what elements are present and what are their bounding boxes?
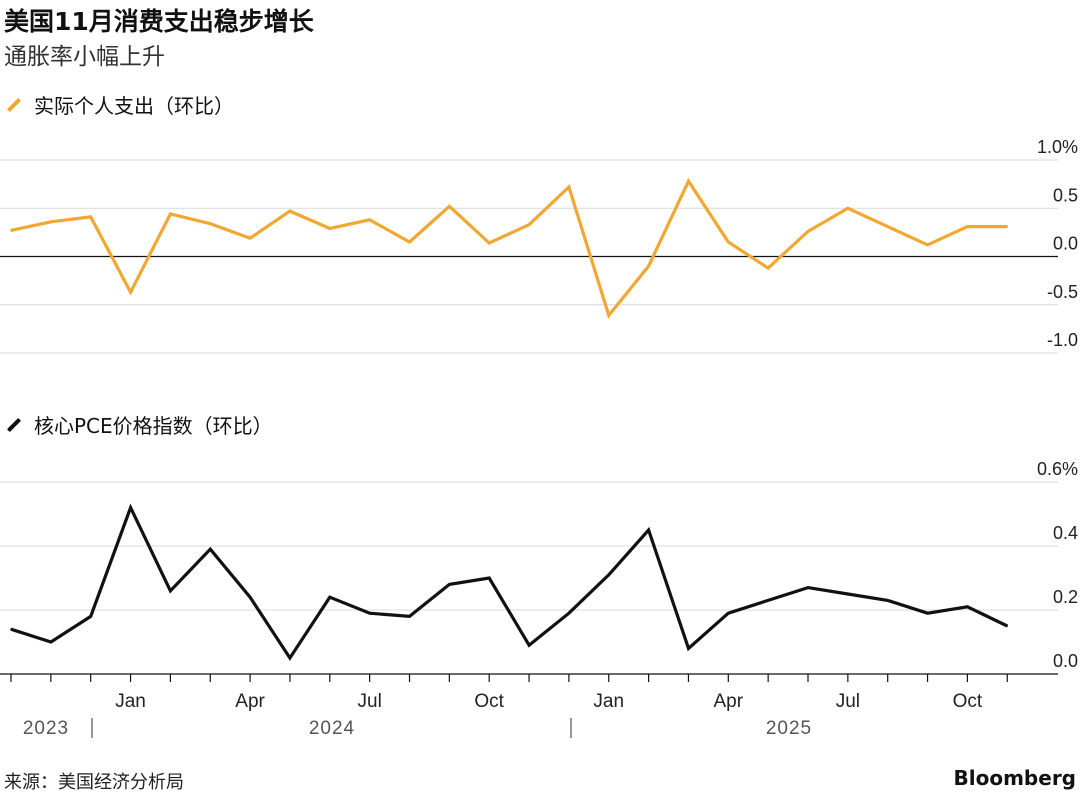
data-point-spending bbox=[727, 241, 730, 243]
x-tick-label: Jul bbox=[358, 691, 382, 712]
data-point-spending bbox=[408, 241, 411, 243]
x-tick-label: Oct bbox=[474, 691, 504, 712]
data-point-core-pce bbox=[89, 615, 92, 618]
chart-title: 美国11月消费支出稳步增长 bbox=[4, 7, 314, 36]
data-point-spending bbox=[129, 291, 132, 294]
legend-spending: 实际个人支出（环比） bbox=[6, 90, 234, 119]
data-point-spending bbox=[209, 222, 212, 225]
data-point-core-pce bbox=[687, 647, 690, 650]
data-point-spending bbox=[807, 230, 809, 233]
data-point-spending bbox=[528, 223, 530, 226]
x-tick-label: Apr bbox=[714, 691, 744, 712]
data-point-spending bbox=[50, 220, 52, 223]
data-point-core-pce bbox=[368, 612, 371, 614]
data-point-core-pce bbox=[448, 583, 451, 586]
x-tick-label: Jan bbox=[115, 691, 146, 712]
data-point-spending bbox=[329, 227, 331, 230]
y-tick-label-spending: 0.5 bbox=[1053, 185, 1078, 205]
data-point-spending bbox=[1006, 225, 1009, 228]
y-tick-label-core-pce: 0.2 bbox=[1053, 587, 1078, 607]
data-point-core-pce bbox=[169, 590, 172, 592]
data-point-spending bbox=[647, 265, 650, 267]
chart-subtitle: 通胀率小幅上升 bbox=[4, 44, 165, 70]
data-point-spending bbox=[89, 216, 92, 218]
y-tick-label-core-pce: 0.6% bbox=[1037, 459, 1078, 479]
data-point-spending bbox=[448, 205, 451, 208]
data-point-core-pce bbox=[329, 596, 331, 598]
y-tick-label-core-pce: 0.0 bbox=[1053, 651, 1078, 671]
year-label: 2024 bbox=[309, 718, 355, 739]
year-label: 2025 bbox=[766, 718, 812, 739]
year-label: 2023 bbox=[23, 718, 69, 739]
data-point-core-pce bbox=[209, 548, 212, 550]
data-point-spending bbox=[886, 225, 889, 228]
brand-logo: Bloomberg bbox=[953, 766, 1076, 790]
data-point-core-pce bbox=[807, 586, 809, 589]
data-point-core-pce bbox=[528, 644, 530, 646]
y-tick-label-spending: -1.0 bbox=[1047, 330, 1078, 350]
data-point-spending bbox=[568, 186, 570, 188]
series-line-spending bbox=[10, 177, 1008, 319]
data-point-core-pce bbox=[607, 574, 610, 576]
data-point-spending bbox=[926, 244, 929, 246]
x-tick-label: Jan bbox=[593, 691, 624, 712]
x-tick-label: Oct bbox=[953, 691, 983, 712]
data-point-core-pce bbox=[847, 593, 849, 595]
data-point-core-pce bbox=[289, 657, 291, 659]
data-point-spending bbox=[249, 237, 251, 239]
data-point-core-pce bbox=[727, 612, 730, 614]
x-tick-label: Apr bbox=[235, 691, 265, 712]
data-point-core-pce bbox=[50, 641, 52, 643]
data-point-core-pce bbox=[488, 577, 491, 579]
data-point-core-pce bbox=[966, 606, 969, 608]
y-tick-label-spending: -0.5 bbox=[1047, 282, 1078, 302]
data-point-core-pce bbox=[408, 615, 411, 618]
data-point-spending bbox=[368, 219, 371, 221]
legend-core-pce: 核心PCE价格指数（环比） bbox=[6, 410, 273, 439]
data-point-spending bbox=[607, 314, 610, 317]
legend-label-spending: 实际个人支出（环比） bbox=[34, 94, 234, 118]
data-point-spending bbox=[488, 242, 491, 244]
y-tick-label-spending: 1.0% bbox=[1037, 137, 1078, 157]
data-point-core-pce bbox=[647, 529, 650, 531]
data-point-core-pce bbox=[249, 596, 251, 598]
y-tick-label-spending: 0.0 bbox=[1053, 234, 1078, 254]
data-point-spending bbox=[966, 225, 969, 228]
y-tick-label-core-pce: 0.4 bbox=[1053, 523, 1078, 543]
x-tick-label: Jul bbox=[836, 691, 860, 712]
data-point-spending bbox=[687, 180, 690, 183]
source-note: 来源：美国经济分析局 bbox=[4, 772, 184, 793]
data-point-core-pce bbox=[886, 599, 889, 602]
data-point-core-pce bbox=[129, 506, 132, 509]
data-point-core-pce bbox=[1006, 625, 1009, 627]
legend-label-core-pce: 核心PCE价格指数（环比） bbox=[34, 414, 273, 438]
data-point-core-pce bbox=[10, 628, 12, 630]
data-point-spending bbox=[767, 267, 769, 269]
data-point-core-pce bbox=[767, 599, 769, 602]
data-point-spending bbox=[289, 210, 291, 212]
data-point-spending bbox=[169, 213, 172, 215]
data-point-core-pce bbox=[568, 612, 570, 614]
data-point-spending bbox=[10, 229, 12, 232]
data-point-spending bbox=[847, 207, 849, 210]
series-line-core-pce bbox=[10, 503, 1008, 661]
data-point-core-pce bbox=[926, 612, 929, 614]
